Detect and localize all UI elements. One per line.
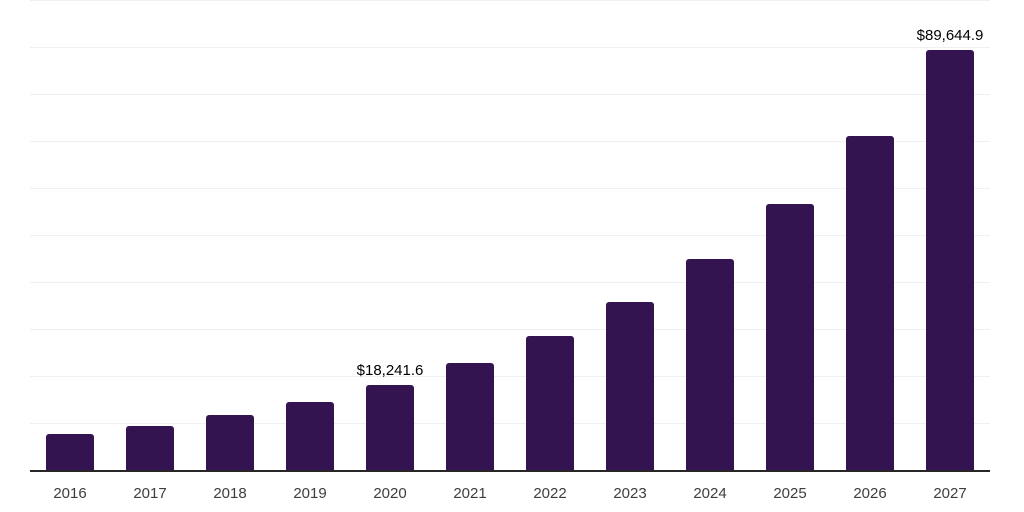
gridline-80000	[30, 94, 990, 95]
gridline-10000	[30, 423, 990, 424]
x-axis-line	[30, 470, 990, 472]
bar-slot-2021	[430, 1, 510, 471]
gridline-30000	[30, 329, 990, 330]
x-axis-tick-labels: 2016 2017 2018 2019 2020 2021 2022 2023 2024 2025…	[30, 484, 990, 504]
bar-slot-2027: $89,644.9	[910, 1, 990, 471]
x-tick-2020: 2020	[373, 485, 407, 502]
bar-2025	[766, 203, 814, 471]
x-tick-2023: 2023	[613, 485, 647, 502]
bar-slot-2024	[670, 1, 750, 471]
bar-2027	[926, 49, 974, 471]
bar-slot-2019	[270, 1, 350, 471]
bar-2019	[286, 402, 334, 471]
bar-slot-2018	[190, 1, 270, 471]
bar-slot-2022	[510, 1, 590, 471]
bar-slot-2026	[830, 1, 910, 471]
x-tick-2017: 2017	[133, 485, 167, 502]
bar-2016	[46, 434, 94, 471]
gridline-90000	[30, 47, 990, 48]
bar-2024	[686, 258, 734, 471]
bars-row: $18,241.6 $89,644.9	[30, 1, 990, 471]
gridline-70000	[30, 141, 990, 142]
bar-slot-2023	[590, 1, 670, 471]
gridline-50000	[30, 235, 990, 236]
x-tick-2027: 2027	[933, 485, 967, 502]
value-label-2020: $18,241.6	[356, 362, 424, 380]
x-tick-2018: 2018	[213, 485, 247, 502]
x-tick-2016: 2016	[53, 485, 87, 502]
bar-2018	[206, 414, 254, 471]
bar-2017	[126, 426, 174, 471]
bar-2023	[606, 302, 654, 471]
bar-slot-2017	[110, 1, 190, 471]
gridline-60000	[30, 188, 990, 189]
x-tick-2024: 2024	[693, 485, 727, 502]
bar-slot-2020: $18,241.6	[350, 1, 430, 471]
bar-slot-2025	[750, 1, 830, 471]
bar-slot-2016	[30, 1, 110, 471]
bar-2020	[366, 385, 414, 471]
bar-2022	[526, 336, 574, 471]
x-tick-2026: 2026	[853, 485, 887, 502]
x-tick-2021: 2021	[453, 485, 487, 502]
gridline-20000	[30, 376, 990, 377]
bar-2026	[846, 135, 894, 471]
plot-area: $18,241.6 $89,644.9	[30, 0, 990, 472]
x-tick-2025: 2025	[773, 485, 807, 502]
gridline-100000	[30, 0, 990, 1]
value-label-2027: $89,644.9	[916, 26, 984, 44]
bar-2021	[446, 362, 494, 471]
x-tick-2019: 2019	[293, 485, 327, 502]
x-tick-2022: 2022	[533, 485, 567, 502]
gridline-40000	[30, 282, 990, 283]
